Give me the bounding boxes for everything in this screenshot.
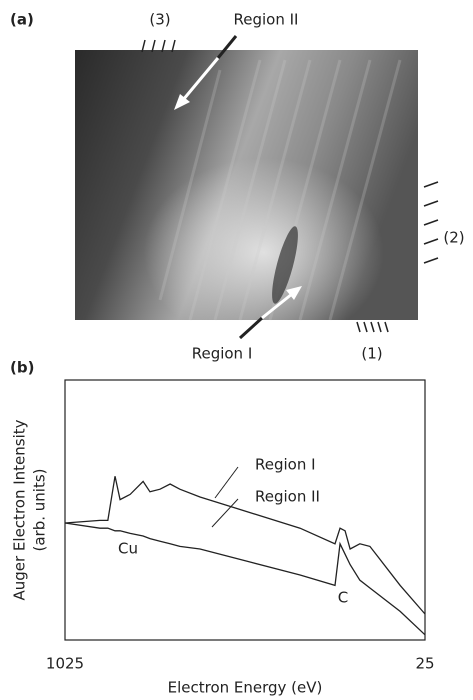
- x-axis-label: Electron Energy (eV): [168, 679, 323, 697]
- annotation: Cu: [118, 540, 138, 558]
- leader-line: [214, 466, 239, 499]
- y-axis-label: (arb. units): [31, 469, 49, 552]
- annotation: C: [338, 589, 348, 607]
- panel-label: (b): [10, 359, 34, 377]
- spectrum-line: [64, 476, 426, 615]
- annotation: Region II: [234, 11, 299, 29]
- micrograph: [75, 50, 418, 321]
- series-label: Region I: [255, 456, 316, 474]
- spectrum-line: [64, 522, 426, 636]
- leader-line: [211, 498, 239, 528]
- plot-frame: [64, 379, 426, 641]
- arrows: [174, 35, 302, 340]
- x-tick-label: 25: [415, 655, 434, 673]
- hatch-marks: [141, 39, 439, 333]
- y-axis-label: Auger Electron Intensity: [11, 419, 29, 600]
- series-label: Region II: [255, 488, 320, 506]
- panel-label: (a): [10, 11, 34, 29]
- annotation: (3): [149, 11, 170, 29]
- x-tick-label: 1025: [46, 655, 84, 673]
- annotation: (1): [361, 345, 382, 363]
- annotation: (2): [443, 229, 464, 247]
- annotation: Region I: [192, 345, 253, 363]
